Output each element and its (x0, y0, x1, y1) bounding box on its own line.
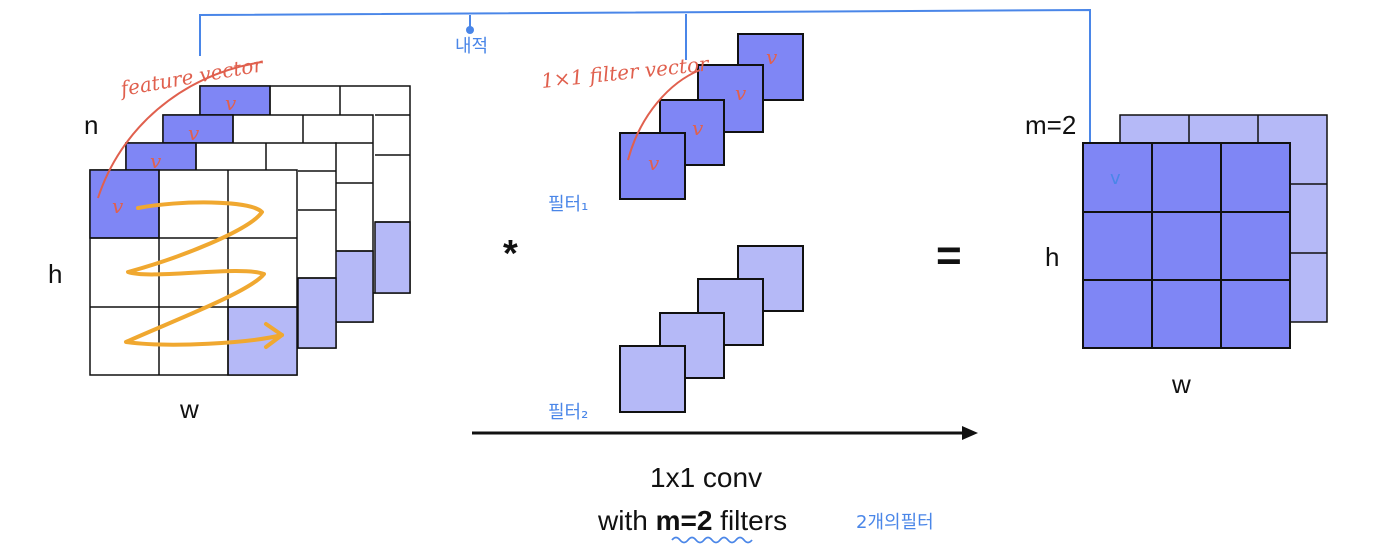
m-underline-squiggle (671, 536, 753, 544)
bracket-dot (466, 26, 474, 34)
caption-m: m=2 (656, 505, 713, 536)
caption-with: with (597, 505, 656, 536)
check-mark: v (225, 91, 237, 115)
check-mark: v (150, 149, 162, 173)
check-mark: v (188, 121, 200, 145)
caption-filters: filters (712, 505, 787, 536)
filter-1-label: 필터₁ (548, 194, 588, 215)
output-w-label: w (1171, 369, 1191, 399)
output-m-label: m=2 (1025, 110, 1076, 140)
dot-product-label: 내적 (455, 36, 488, 57)
filter-1: v v v v 1×1 filter vector 필터₁ (540, 33, 804, 215)
check-mark: v (648, 151, 660, 175)
input-h-label: h (48, 259, 62, 289)
filter-2: 필터₂ (548, 245, 804, 423)
feature-vector-arc (97, 61, 263, 199)
filter-2-label: 필터₂ (548, 402, 588, 423)
input-feature-stack: v v v v feature vector n h w (48, 52, 411, 424)
equals-operator: = (936, 231, 962, 280)
output-feature-stack: v m=2 h w (1025, 110, 1328, 399)
check-mark: v (766, 45, 778, 69)
check-mark: v (692, 116, 704, 140)
caption-line-2: with m=2 filters (597, 505, 787, 536)
input-w-label: w (179, 394, 199, 424)
filter-vector-label: 1×1 filter vector (540, 51, 711, 93)
filter-vector-arc (627, 69, 701, 161)
caption-line-1: 1x1 conv (650, 462, 762, 493)
check-mark: v (112, 194, 124, 218)
conv-operator: * (503, 233, 518, 275)
scan-zigzag (124, 200, 284, 347)
scan-arrowhead (264, 322, 284, 349)
dot-product-bracket: 내적 (199, 8, 1091, 175)
check-mark: v (735, 81, 747, 105)
input-n-label: n (84, 110, 98, 140)
two-filters-note: 2개의필터 (856, 512, 934, 533)
check-mark: v (1110, 168, 1121, 189)
conv-arrow (472, 426, 978, 440)
output-layer-1 (1082, 142, 1291, 349)
output-h-label: h (1045, 242, 1059, 272)
